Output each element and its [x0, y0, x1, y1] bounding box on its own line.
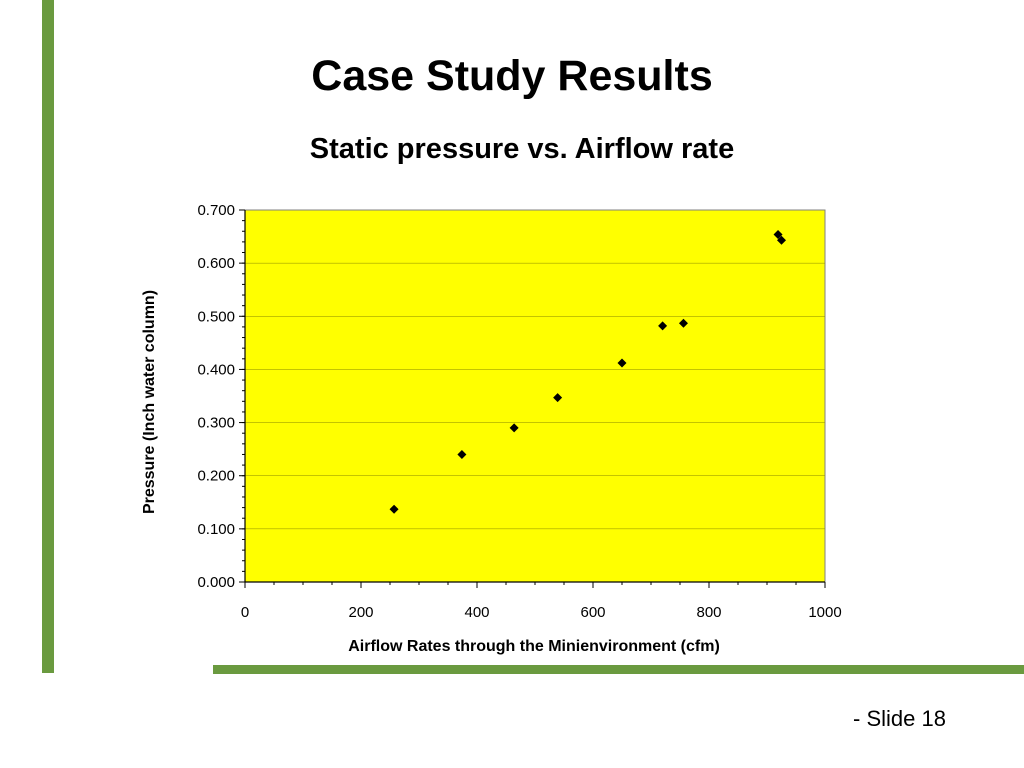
y-tick-label: 0.500	[197, 308, 235, 325]
x-tick-label: 200	[348, 604, 373, 621]
gridlines	[245, 262, 825, 530]
y-axis-ticks: 0.000 0.100 0.200 0.300 0.400 0.500 0.600 0.700	[197, 202, 245, 591]
data-point	[773, 229, 783, 239]
data-point	[553, 393, 563, 403]
x-tick-label: 1000	[808, 604, 841, 621]
y-tick-label: 0.400	[197, 361, 235, 378]
y-axis-label: Pressure (Inch water column)	[141, 290, 158, 514]
data-point	[617, 358, 627, 368]
y-tick-label: 0.300	[197, 415, 235, 432]
slide-number: - Slide 18	[853, 706, 946, 731]
plot-area	[244, 209, 826, 583]
data-point	[678, 318, 688, 328]
x-axis-ticks: 0 200 400 600 800 1000	[241, 582, 842, 621]
data-point	[658, 321, 668, 331]
y-tick-label: 0.100	[197, 521, 235, 538]
x-axis-label: Airflow Rates through the Minienvironmen…	[348, 638, 720, 655]
x-tick-label: 0	[241, 604, 249, 621]
data-points	[389, 229, 786, 514]
x-tick-label: 800	[696, 604, 721, 621]
y-tick-label: 0.600	[197, 255, 235, 272]
bottom-accent-bar	[213, 665, 1024, 674]
data-point	[457, 449, 467, 459]
left-accent-bar	[42, 0, 54, 673]
data-point	[389, 504, 399, 514]
y-tick-label: 0.200	[197, 468, 235, 485]
chart-title: Static pressure vs. Airflow rate	[309, 133, 735, 165]
y-tick-label: 0.700	[197, 202, 235, 219]
x-tick-label: 400	[464, 604, 489, 621]
data-point	[509, 423, 519, 433]
x-tick-label: 600	[580, 604, 605, 621]
y-tick-label: 0.000	[197, 574, 235, 591]
slide-title: Case Study Results	[311, 52, 713, 100]
data-point	[777, 235, 786, 245]
